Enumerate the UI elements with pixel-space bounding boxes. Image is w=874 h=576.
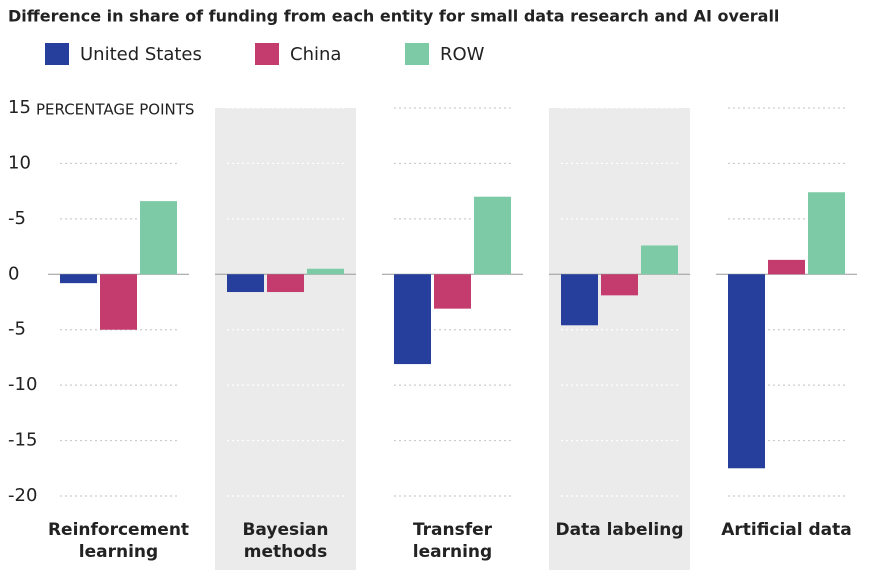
x-tick-label: Data labeling [555, 520, 684, 540]
y-tick-label: -5 [8, 319, 26, 340]
legend-label: China [290, 44, 341, 65]
bar [641, 245, 678, 275]
bar [601, 274, 638, 296]
panel-background [549, 108, 690, 570]
y-tick-label: -10 [8, 374, 37, 395]
y-tick-label: -20 [8, 485, 37, 506]
bar [561, 274, 598, 326]
legend-swatch [255, 43, 279, 65]
legend-swatch [405, 43, 429, 65]
legend-label: ROW [440, 44, 485, 65]
x-tick-label: Artificial data [721, 520, 852, 540]
bar [100, 274, 137, 330]
y-tick-label: 10 [8, 152, 31, 173]
bar [267, 274, 304, 293]
x-tick-label: Reinforcement learning [47, 520, 190, 562]
bar [768, 259, 805, 275]
y-tick-label: -15 [8, 430, 37, 451]
x-tick-label: Bayesian methods [242, 520, 329, 562]
bar [227, 274, 264, 293]
legend-swatch [45, 43, 69, 65]
chart-title: Difference in share of funding from each… [8, 7, 779, 26]
bar [140, 201, 177, 275]
y-tick-label: 15 [8, 97, 31, 118]
y-tick-label: 0 [8, 263, 19, 284]
x-tick-label: Transfer learning [412, 520, 493, 562]
bar [394, 274, 431, 365]
y-axis-label: PERCENTAGE POINTS [36, 101, 194, 119]
bar [728, 274, 765, 469]
bar [307, 268, 344, 275]
bar [474, 196, 511, 275]
y-tick-label: -5 [8, 208, 26, 229]
bar [60, 274, 97, 284]
bar [808, 192, 845, 275]
panel-background [215, 108, 356, 570]
legend-label: United States [80, 44, 202, 65]
bar [434, 274, 471, 309]
